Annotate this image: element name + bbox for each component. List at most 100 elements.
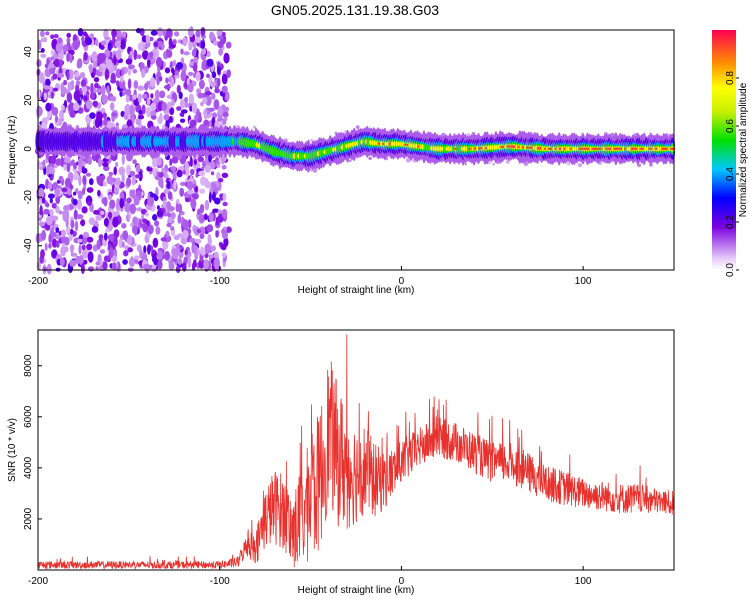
spectrogram-noise-blob: [220, 243, 227, 251]
spectrogram-noise-blob: [169, 60, 173, 69]
spectrogram-noise-blob: [47, 193, 55, 199]
spectrogram-noise-blob: [157, 40, 164, 48]
spectrogram-noise-blob: [170, 226, 175, 231]
spectrogram-noise-blob: [206, 50, 211, 58]
spectrogram-noise-blob: [55, 115, 58, 123]
spectrogram-noise-blob: [65, 226, 71, 234]
spectrogram-noise-blob: [138, 110, 143, 115]
spectrogram-noise-blob: [85, 37, 92, 46]
spectrogram-noise-blob: [214, 88, 220, 94]
spectrogram-noise-blob: [60, 246, 66, 257]
spectrogram-noise-blob: [73, 172, 80, 181]
snr-y-ticks: 2000 4000 6000 8000: [23, 354, 42, 530]
spectrogram-noise-blob: [62, 44, 69, 52]
spectrogram-noise-blob: [66, 162, 71, 173]
spectrogram-noise-blob: [198, 214, 206, 224]
colorbar-tick-label: 0.0: [725, 263, 736, 277]
spectrogram-noise-blob: [166, 180, 171, 189]
spectrogram-noise-blob: [74, 71, 80, 78]
spectrogram-noise-blob: [216, 159, 220, 165]
spectrogram-noise-blob: [149, 51, 154, 58]
colorbar-tick-label: 0.4: [725, 167, 736, 181]
spectrogram-noise-blob: [69, 244, 75, 252]
spectrogram-noise-blob: [196, 88, 202, 93]
spectrogram-noise-blob: [133, 80, 139, 89]
spectrogram-noise-blob: [92, 244, 98, 252]
spectrogram-noise-blob: [50, 91, 55, 99]
spectrogram-noise-blob: [216, 29, 224, 38]
spectrogram-noise-blob: [150, 110, 157, 116]
colorbar: 0.0 0.2 0.4 0.6 0.8 Normalized spectral ampl…: [712, 30, 749, 277]
spectrogram-noise-blob: [187, 71, 194, 76]
spectrogram-noise-blob: [147, 196, 155, 207]
spectrogram-noise-blob: [129, 170, 136, 177]
spectrogram-noise-blob: [120, 75, 124, 83]
spectrogram-noise-blob: [96, 53, 104, 63]
spectrogram-noise-blob: [105, 58, 113, 70]
spectrogram-noise-blob: [208, 154, 212, 163]
spectrogram-noise-blob: [113, 166, 117, 176]
spectrogram-noise-blob: [199, 188, 206, 194]
spectrogram-y-tick-label: 40: [23, 46, 34, 58]
spectrogram-noise-blob: [172, 39, 177, 45]
spectrogram-noise-blob: [76, 214, 84, 220]
spectrogram-noise-blob: [168, 206, 175, 212]
spectrogram-y-axis-label: Frequency (Hz): [7, 116, 18, 185]
spectrogram-noise-blob: [157, 101, 163, 112]
spectrogram-noise-blob: [97, 189, 101, 197]
spectrogram-noise-blob: [49, 208, 54, 217]
spectrogram-noise-blob: [126, 197, 132, 204]
spectrogram-noise-blob: [199, 226, 206, 235]
spectrogram-noise-blob: [121, 172, 125, 184]
spectrogram-noise-blob: [223, 52, 230, 64]
spectrogram-noise-blob: [137, 93, 142, 103]
spectrogram-noise-blob: [104, 68, 110, 80]
spectrogram-x-axis-label: Height of straight line (km): [298, 285, 415, 296]
spectrogram-y-tick-label: 20: [23, 94, 34, 106]
spectrogram-noise-blob: [164, 67, 171, 74]
spectrogram-noise-blob: [110, 72, 116, 83]
spectrogram-noise-blob: [95, 261, 101, 266]
spectrogram-noise-blob: [171, 98, 175, 107]
spectrogram-noise-blob: [113, 229, 120, 238]
spectrogram-noise-blob: [136, 54, 142, 59]
spectrogram-noise-blob: [193, 158, 197, 166]
snr-series-line: [37, 334, 675, 571]
spectrogram-noise-blob: [45, 102, 52, 112]
colorbar-tick-label: 0.8: [725, 71, 736, 85]
spectrogram-noise-blob: [86, 236, 94, 243]
spectrogram-noise-blob: [69, 204, 74, 210]
spectrogram-noise-blob: [133, 49, 138, 61]
spectrogram-noise-blob: [40, 30, 45, 38]
spectrogram-noise-blob: [152, 171, 157, 177]
spectrogram-noise-blob: [212, 208, 220, 213]
spectrogram-noise-blob: [200, 176, 207, 186]
spectrogram-noise-blob: [59, 109, 64, 120]
spectrogram-noise-blob: [120, 39, 126, 50]
spectrogram-noise-blob: [208, 77, 212, 84]
spectrogram-ridge-blobs: [35, 124, 676, 173]
spectrogram-noise-blob: [60, 104, 65, 111]
spectrogram-noise-blob: [73, 90, 81, 102]
spectrogram-noise-blob: [52, 182, 57, 191]
spectrogram-noise-blob: [95, 214, 102, 221]
spectrogram-noise-blob: [156, 210, 163, 217]
spectrogram-noise-blob: [87, 266, 95, 272]
spectrogram-noise-blob: [211, 92, 216, 100]
spectrogram-noise-blob: [39, 205, 43, 216]
spectrogram-noise-blob: [70, 80, 75, 86]
spectrogram-noise-blob: [69, 54, 73, 64]
spectrogram-noise-blob: [75, 80, 81, 86]
spectrogram-noise-blob: [185, 167, 190, 178]
spectrogram-noise-blob: [114, 186, 119, 194]
spectrogram-noise-blob: [50, 34, 55, 39]
spectrogram-noise-blob: [143, 245, 147, 254]
spectrogram-halo-dot: [492, 163, 495, 166]
spectrogram-noise-blob: [103, 255, 110, 262]
spectrogram-noise-blob: [204, 91, 212, 96]
spectrogram-noise-blob: [112, 216, 119, 228]
spectrogram-noise-blob: [103, 117, 108, 126]
spectrogram-noise-blob: [55, 206, 60, 214]
spectrogram-noise-blob: [202, 97, 208, 105]
spectrogram-noise-blob: [182, 219, 189, 231]
